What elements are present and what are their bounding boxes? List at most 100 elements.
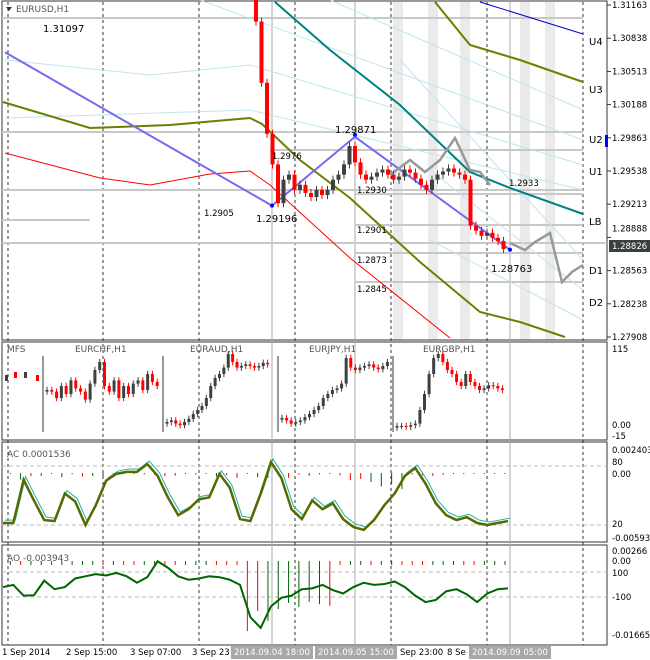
symbol-title: EURUSD,H1: [16, 5, 69, 15]
mini-candle-body: [353, 367, 357, 370]
mini-candle-body: [187, 418, 191, 422]
candle-body: [347, 146, 352, 165]
mini-candle-body: [340, 383, 344, 389]
mini-candle-body: [103, 362, 106, 386]
mini-candle-body: [107, 386, 111, 392]
mini-candle-body: [150, 374, 154, 382]
candle-body: [380, 169, 385, 173]
mini-candle-body: [5, 375, 8, 381]
mini-candle-body: [413, 423, 417, 426]
price-tick-label: 1.28238: [612, 300, 647, 310]
candle-body: [463, 174, 467, 180]
mini-candle-body: [178, 423, 182, 426]
mini-candle-body: [235, 362, 239, 368]
price-tick-label: 1.29538: [612, 167, 647, 177]
mini-candle-body: [174, 420, 178, 424]
ac-axis-max: 0.002403: [612, 446, 650, 456]
candle-body: [435, 174, 440, 180]
crosshair-time-box: [469, 646, 551, 659]
mini-candle-body: [36, 375, 39, 381]
ac-axis-20: 20: [612, 520, 623, 530]
mini-candle-body: [14, 372, 17, 378]
candle-body: [391, 174, 396, 180]
mini-candle-body: [363, 366, 366, 368]
mini-candle-body: [88, 383, 92, 400]
candle-body: [375, 172, 379, 177]
mini-candle-body: [285, 418, 289, 421]
mini-candle-body: [266, 362, 270, 365]
candle-body: [397, 176, 401, 180]
mini-candle-body: [491, 385, 495, 387]
level-d1: D1: [589, 266, 603, 277]
ao-panel[interactable]: [2, 559, 509, 631]
mini-candle-body: [478, 386, 481, 390]
olive-ma-line: [2, 101, 566, 338]
u2-marker: [605, 135, 608, 147]
mfs-symbol-eurgbp: EURGBP,H1: [423, 345, 475, 355]
candle-body: [474, 225, 478, 231]
mfs-symbol-eurchf: EURCHF,H1: [75, 345, 127, 355]
mini-candle-body: [248, 364, 252, 366]
price-axis[interactable]: 1.31163 1.30838 1.30513 1.30188 1.29863 1.295…: [605, 1, 647, 343]
price-tick-label: 1.30188: [612, 101, 647, 111]
level-u2: U2: [589, 135, 603, 146]
mini-candle-body: [74, 380, 78, 389]
session-band: [520, 2, 530, 340]
ac-panel[interactable]: [3, 457, 511, 532]
channel-line: [399, 59, 584, 261]
mini-candle-body: [191, 414, 195, 419]
candle-body: [342, 164, 346, 175]
mini-candle-body: [294, 422, 298, 424]
zigzag-high-label: 1.29871: [335, 125, 376, 136]
price-tick-label: 1.29863: [612, 134, 647, 144]
mfs-panel[interactable]: [5, 350, 504, 432]
main-price-panel[interactable]: [2, 0, 584, 339]
triangle-down-icon[interactable]: [6, 7, 12, 11]
candle-body: [270, 133, 275, 165]
mini-candle-body: [400, 426, 404, 427]
mini-candle-body: [432, 358, 436, 374]
time-label: 1 Sep 2014: [2, 648, 50, 658]
mini-candle-body: [169, 420, 173, 422]
crosshair-time-label: 2014.09.05 15:00: [318, 648, 394, 658]
ao-axis-max: 0.00266: [612, 547, 647, 557]
mfs-symbol-eurjpy: EURJPY,H1: [309, 345, 356, 355]
mini-candle-body: [136, 380, 140, 384]
price-tick-label: 1.28888: [612, 224, 647, 234]
channel-line: [4, 59, 584, 166]
candle-body: [353, 146, 357, 163]
panel-frame: [1, 441, 608, 543]
mini-candle-body: [131, 383, 135, 394]
time-axis[interactable]: 1 Sep 2014 2 Sep 15:00 3 Sep 07:00 3 Sep…: [2, 646, 551, 659]
candle-body: [485, 232, 489, 236]
mini-candle-body: [455, 374, 459, 382]
mini-candle-body: [349, 358, 353, 368]
mini-candle-body: [335, 388, 339, 390]
mini-candle-body: [418, 410, 422, 424]
mini-candle-body: [24, 372, 27, 378]
forecast-line: [389, 135, 491, 186]
mini-candle-body: [409, 425, 413, 427]
channel-line: [329, 0, 584, 111]
candle-body: [424, 184, 429, 190]
mfs-axis-max: 115: [612, 345, 628, 355]
mfs-symbol-euraud: EURAUD,H1: [190, 345, 243, 355]
ac-title: AC 0.0001536: [7, 450, 71, 460]
candle-body: [281, 179, 286, 204]
teal-line: [274, 1, 584, 215]
channel-line: [429, 169, 584, 291]
mini-candle-body: [303, 417, 307, 421]
high-label: 1.31097: [43, 24, 84, 35]
mini-candle-body: [79, 388, 83, 392]
mini-candle-body: [45, 390, 49, 392]
mini-candle-body: [93, 370, 97, 384]
mini-candle-body: [376, 367, 380, 370]
candle-body: [303, 184, 308, 193]
mini-candle-body: [117, 380, 121, 398]
candle-body: [479, 230, 484, 236]
mini-candle-body: [55, 391, 59, 398]
candle-body: [446, 168, 451, 172]
crosshair-time-label: 2014.09.04 18:00: [234, 648, 310, 658]
